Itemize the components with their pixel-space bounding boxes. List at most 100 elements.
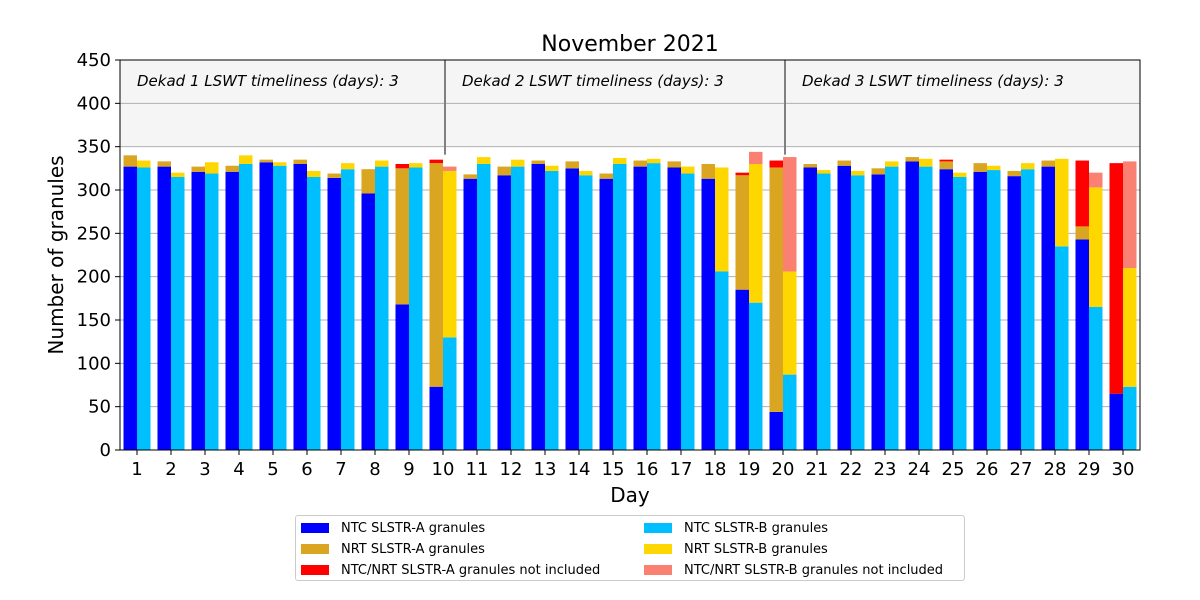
bar-segment: [157, 161, 171, 167]
bar-segment: [973, 171, 987, 451]
bar-segment: [1109, 163, 1123, 394]
bar-segment: [681, 173, 695, 451]
x-tick-label: 18: [704, 459, 727, 480]
x-tick-label: 11: [466, 459, 489, 480]
bar-segment: [579, 175, 593, 450]
bar-segment: [205, 162, 219, 174]
y-tick-label: 250: [77, 223, 111, 244]
legend-swatch: [301, 523, 329, 533]
bar-segment: [647, 163, 661, 450]
bar-segment: [443, 337, 457, 450]
bar-segment: [885, 161, 899, 167]
bar-segment: [511, 166, 525, 450]
bar-segment: [429, 159, 443, 164]
bar-segment: [647, 158, 661, 164]
bar-segment: [905, 161, 919, 450]
bar-segment: [817, 173, 831, 451]
bar-segment: [531, 164, 545, 450]
bar-segment: [239, 155, 253, 164]
bar-segment: [1089, 172, 1103, 188]
x-tick-label: 7: [335, 459, 346, 480]
x-tick-label: 24: [908, 459, 931, 480]
bar-segment: [225, 165, 239, 172]
legend-item-nrt-b: NRT SLSTR-B granules: [644, 539, 828, 559]
x-tick-label: 2: [165, 459, 176, 480]
bar-segment: [769, 167, 783, 412]
bar-segment: [1075, 239, 1089, 450]
bar-segment: [769, 411, 783, 450]
bar-segment: [307, 177, 321, 450]
bar-segment: [973, 163, 987, 172]
x-tick-label: 27: [1010, 459, 1033, 480]
y-tick-label: 350: [77, 137, 111, 158]
bar-segment: [443, 166, 457, 171]
bar-segment: [749, 164, 763, 303]
bar-segment: [953, 177, 967, 450]
plot-frame: [119, 59, 1141, 451]
bar-segment: [361, 193, 375, 450]
bar-segment: [735, 172, 749, 176]
bar-segment: [443, 170, 457, 338]
bar-segment: [293, 159, 307, 164]
bar-segment: [769, 160, 783, 168]
bar-segment: [395, 164, 409, 169]
bar-segment: [939, 161, 953, 170]
bar-segment: [1055, 246, 1069, 450]
y-tick-label: 300: [77, 180, 111, 201]
legend-label: NRT SLSTR-B granules: [684, 541, 828, 557]
bar-segment: [953, 172, 967, 177]
bar-segment: [633, 166, 647, 450]
chart-title: November 2021: [541, 32, 718, 57]
bar-segment: [701, 164, 715, 179]
bar-segment: [395, 304, 409, 450]
bar-segment: [1075, 226, 1089, 240]
bar-segment: [715, 167, 729, 272]
bar-segment: [531, 160, 545, 164]
bar-segment: [667, 161, 681, 168]
bar-segment: [137, 160, 151, 168]
bar-segment: [837, 165, 851, 450]
bar-segment: [1075, 160, 1089, 227]
bar-segment: [565, 168, 579, 451]
x-tick-label: 17: [670, 459, 693, 480]
bar-segment: [939, 169, 953, 450]
x-tick-label: 22: [840, 459, 863, 480]
bar-segment: [327, 177, 341, 450]
bar-segment: [259, 159, 273, 163]
x-tick-label: 3: [199, 459, 210, 480]
bar-segment: [1123, 386, 1137, 450]
bar-segment: [361, 169, 375, 194]
bar-segment: [735, 289, 749, 450]
y-tick-label: 450: [77, 50, 111, 71]
legend-label: NTC/NRT SLSTR-B granules not included: [684, 562, 944, 578]
bar-segment: [463, 174, 477, 179]
bar-segment: [463, 178, 477, 450]
bar-segment: [919, 166, 933, 450]
bar-segment: [905, 157, 919, 162]
bar-segment: [987, 170, 1001, 451]
bar-segment: [817, 170, 831, 174]
x-tick-label: 6: [301, 459, 312, 480]
x-tick-label: 30: [1112, 459, 1135, 480]
bar-segment: [939, 159, 953, 162]
legend-item-nrt-a: NRT SLSTR-A granules: [301, 539, 485, 559]
bar-segment: [307, 170, 321, 177]
bar-segment: [701, 178, 715, 450]
bar-segment: [803, 167, 817, 450]
bar-segment: [409, 167, 423, 450]
legend-label: NRT SLSTR-A granules: [341, 541, 485, 557]
x-tick-label: 13: [534, 459, 557, 480]
bar-segment: [191, 166, 205, 172]
legend-item-ntc-b: NTC SLSTR-B granules: [644, 518, 828, 538]
bar-segment: [851, 175, 865, 450]
bar-segment: [205, 173, 219, 451]
bar-segment: [1041, 160, 1055, 167]
x-tick-label: 15: [602, 459, 625, 480]
dekad-label: Dekad 3 LSWT timeliness (days): 3: [802, 72, 1064, 90]
bar-segment: [1123, 161, 1137, 268]
bar-segment: [885, 166, 899, 450]
bar-segment: [273, 165, 287, 450]
bar-segment: [395, 168, 409, 305]
y-tick-label: 400: [77, 93, 111, 114]
legend-swatch: [644, 523, 672, 533]
